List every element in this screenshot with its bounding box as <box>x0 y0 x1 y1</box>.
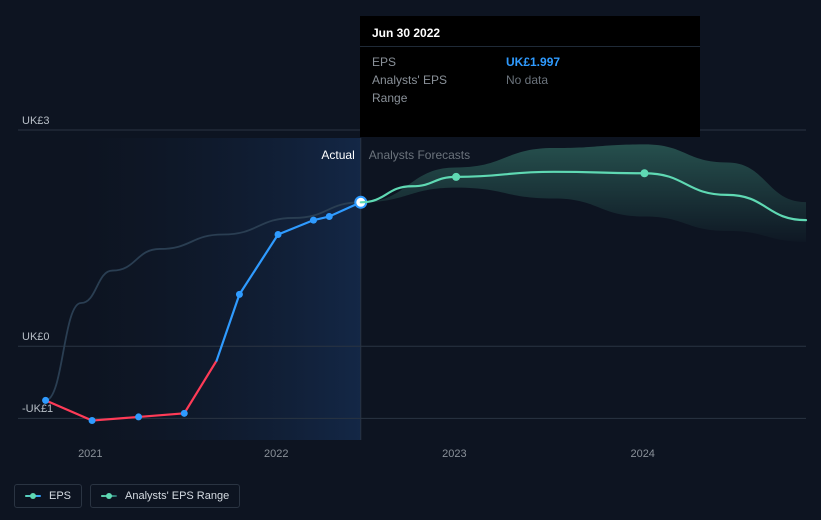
section-label-forecast: Analysts Forecasts <box>369 148 470 162</box>
legend-swatch-range <box>101 492 117 500</box>
legend-label-eps: EPS <box>49 490 71 502</box>
eps-chart: UK£3 UK£0 -UK£1 2021 2022 2023 2024 Actual An… <box>0 0 821 520</box>
x-axis-label: 2022 <box>264 448 288 460</box>
tooltip: Jun 30 2022 EPS UK£1.997 Analysts' EPS R… <box>360 16 700 137</box>
y-axis-label: -UK£1 <box>22 403 53 415</box>
tooltip-date: Jun 30 2022 <box>372 26 688 40</box>
tooltip-label-range: Analysts' EPS Range <box>372 71 482 107</box>
x-axis-label: 2021 <box>78 448 102 460</box>
legend-swatch-eps <box>25 492 41 500</box>
section-label-actual: Actual <box>321 148 354 162</box>
y-axis-label: UK£3 <box>22 115 50 127</box>
x-axis-label: 2023 <box>442 448 466 460</box>
legend-item-eps[interactable]: EPS <box>14 484 82 508</box>
tooltip-value-eps: UK£1.997 <box>506 53 560 71</box>
tooltip-divider <box>360 46 700 47</box>
legend-item-range[interactable]: Analysts' EPS Range <box>90 484 240 508</box>
x-axis-label: 2024 <box>630 448 654 460</box>
y-axis-label: UK£0 <box>22 331 50 343</box>
legend: EPS Analysts' EPS Range <box>14 484 240 508</box>
legend-label-range: Analysts' EPS Range <box>125 490 229 502</box>
tooltip-label-eps: EPS <box>372 53 482 71</box>
tooltip-value-range: No data <box>506 71 548 107</box>
